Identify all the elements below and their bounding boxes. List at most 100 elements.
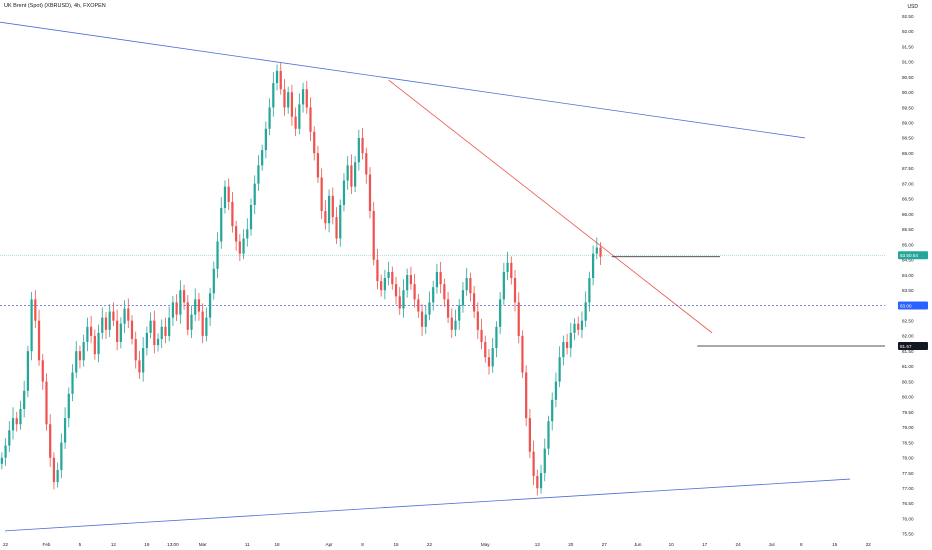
candle-body xyxy=(320,177,323,212)
candle-body xyxy=(391,271,394,285)
candle-body xyxy=(301,89,305,105)
candle-body xyxy=(142,348,145,373)
candle-body xyxy=(461,290,465,306)
x-tick-label: 8 xyxy=(800,542,803,547)
candle-body xyxy=(75,351,78,373)
y-tick-label: 82.00 xyxy=(902,334,914,339)
candle-body xyxy=(339,204,342,239)
candle-body xyxy=(532,451,535,477)
candle-body xyxy=(551,399,554,422)
candle-body xyxy=(499,299,502,327)
candle-body xyxy=(123,308,126,324)
candle-body xyxy=(525,372,528,419)
y-tick-label: 91.00 xyxy=(902,60,914,65)
candle-body xyxy=(365,153,368,175)
candle-body xyxy=(56,469,59,483)
dashed-level-badge: 83.00 xyxy=(900,303,912,308)
candle-body xyxy=(4,445,7,458)
candle-body xyxy=(432,287,435,303)
support-level-badge-bg xyxy=(898,341,928,350)
candle-body xyxy=(179,290,182,315)
y-tick-label: 82.50 xyxy=(902,318,914,323)
y-tick-label: 88.00 xyxy=(902,151,914,156)
candle-body xyxy=(435,271,439,288)
candle-body xyxy=(101,317,104,333)
candle-body xyxy=(261,150,264,166)
candle-body xyxy=(0,457,3,464)
candle-body xyxy=(287,92,290,108)
candle-body xyxy=(171,302,175,318)
candle-body xyxy=(279,70,282,90)
candle-body xyxy=(298,104,301,129)
lower-trendline[interactable] xyxy=(4,478,851,532)
candle-body xyxy=(350,165,353,187)
candle-body xyxy=(8,430,11,446)
x-tick-label: 24 xyxy=(736,542,742,547)
y-tick-label: 84.00 xyxy=(902,273,914,278)
candle-body xyxy=(309,107,312,132)
candle-body xyxy=(569,332,572,349)
candle-body xyxy=(383,278,386,291)
candle-body xyxy=(112,311,115,321)
trendlines xyxy=(0,21,885,532)
candle-body xyxy=(78,351,82,361)
x-tick-label: 8 xyxy=(361,542,364,547)
candle-body xyxy=(220,207,223,242)
candle-body xyxy=(417,299,420,312)
candle-body xyxy=(517,302,520,336)
upper-trendline[interactable] xyxy=(0,21,806,139)
descending-trendline[interactable] xyxy=(388,79,713,334)
candle-body xyxy=(23,390,26,410)
candle-body xyxy=(595,247,598,254)
candle-body xyxy=(116,320,119,343)
candle-body xyxy=(231,201,234,227)
y-tick-label: 86.50 xyxy=(902,197,914,202)
candle-body xyxy=(372,211,375,260)
y-tick-label: 89.50 xyxy=(902,105,914,110)
candle-body xyxy=(257,165,260,184)
candle-body xyxy=(138,360,141,373)
candle-body xyxy=(599,247,602,257)
candle-body xyxy=(458,305,461,321)
candle-body xyxy=(205,317,208,336)
candle-body xyxy=(283,89,286,108)
y-tick-label: 84.50 xyxy=(902,258,914,263)
y-tick-label: 76.50 xyxy=(902,501,914,506)
candle-body xyxy=(465,278,468,291)
x-tick-label: 15 xyxy=(832,542,838,547)
candle-body xyxy=(428,302,431,315)
candle-body xyxy=(97,332,100,355)
x-tick-label: Jun xyxy=(634,542,642,547)
candle-body xyxy=(480,329,483,343)
candle-body xyxy=(305,89,308,108)
x-tick-label: 19 xyxy=(144,542,150,547)
candle-body xyxy=(145,332,148,349)
candle-body xyxy=(186,302,189,330)
candle-body xyxy=(562,342,565,358)
candle-body xyxy=(450,317,453,330)
candle-body xyxy=(201,311,204,336)
candle-body xyxy=(253,183,256,205)
x-tick-label: 10 xyxy=(669,542,675,547)
candle-body xyxy=(82,342,85,361)
candle-body xyxy=(376,259,379,282)
y-tick-label: 92.00 xyxy=(902,29,914,34)
chart-title: UK Brent (Spot) (XBRUSD), 4h, FXOPEN xyxy=(4,3,106,9)
candle-body xyxy=(446,299,450,318)
axes: 75.50 76.00 76.50 77.00 77.50 78.00 78.50 79.00… xyxy=(3,14,928,547)
candle-body xyxy=(156,338,160,346)
candle-body xyxy=(19,409,22,425)
candle-body xyxy=(398,296,401,309)
candles xyxy=(0,62,602,496)
candle-body xyxy=(130,320,134,339)
candle-body xyxy=(472,293,476,312)
candle-body xyxy=(521,335,524,373)
candle-body xyxy=(212,268,215,294)
currency-label: USD xyxy=(907,4,918,10)
y-tick-label: 76.00 xyxy=(902,516,914,521)
candle-body xyxy=(495,326,498,349)
support-level-badge: 81.67 xyxy=(900,344,912,349)
candle-body xyxy=(60,442,63,470)
x-tick-label: Feb xyxy=(43,542,51,547)
